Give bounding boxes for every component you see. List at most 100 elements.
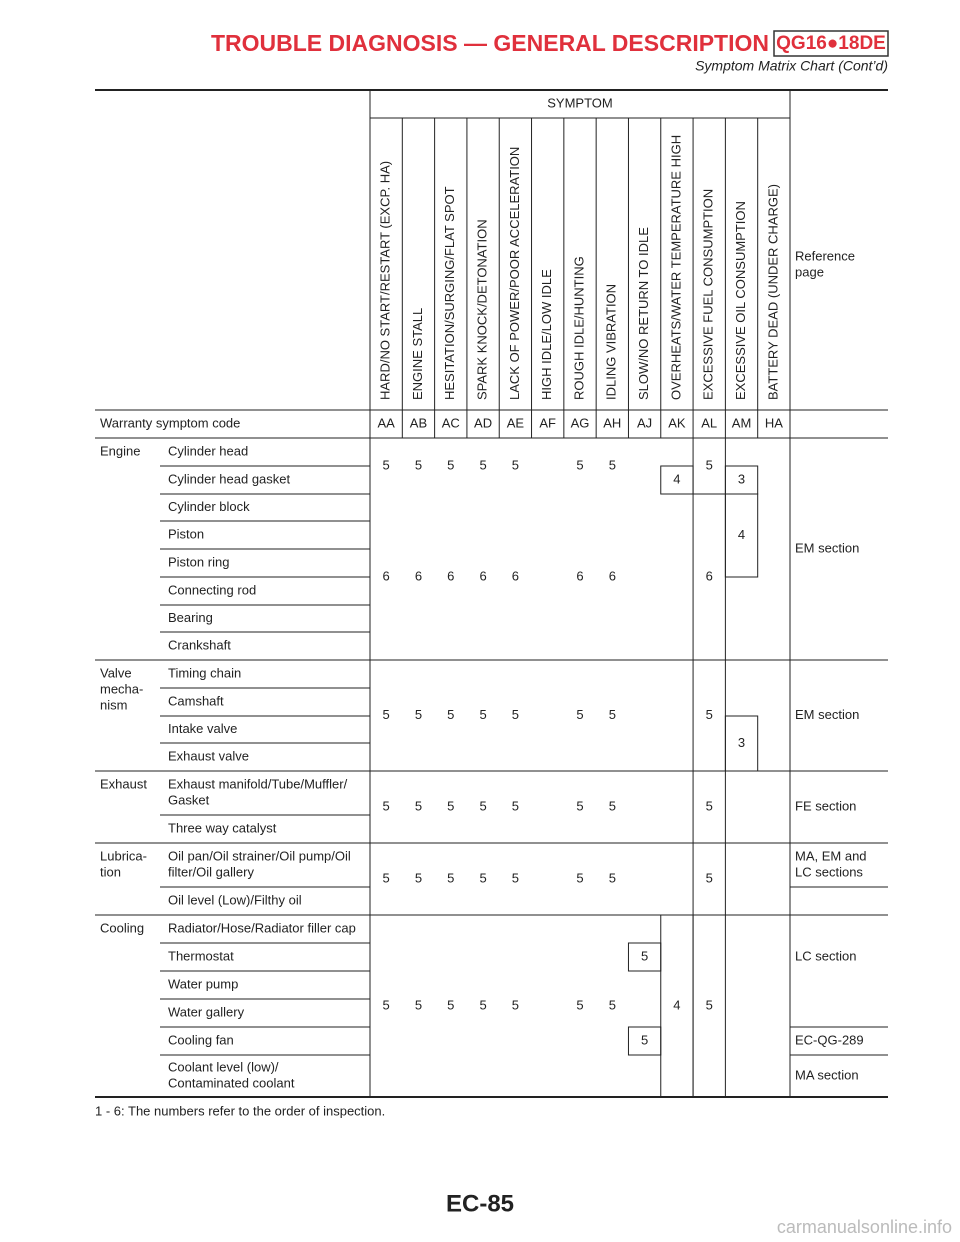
symptom-code: AD xyxy=(474,415,492,430)
cell xyxy=(660,465,694,495)
inspection-order: 5 xyxy=(447,707,454,722)
symptom-name: EXCESSIVE OIL CONSUMPTION xyxy=(733,201,748,400)
inspection-order: 3 xyxy=(738,735,745,750)
inspection-order: 5 xyxy=(609,457,616,472)
inspection-order: 4 xyxy=(673,997,680,1012)
subtitle: Symptom Matrix Chart (Cont’d) xyxy=(695,58,888,74)
inspection-order: 5 xyxy=(383,870,390,885)
badge-box xyxy=(773,30,889,57)
reference-heading: page xyxy=(795,264,824,279)
symptom-name: SLOW/NO RETURN TO IDLE xyxy=(636,227,651,400)
inspection-order: 5 xyxy=(706,798,713,813)
symptom-code: AB xyxy=(410,415,427,430)
inspection-order: 6 xyxy=(706,568,713,583)
inspection-order: 5 xyxy=(479,798,486,813)
symptom-code: AF xyxy=(539,415,556,430)
part-name: Water gallery xyxy=(168,1004,245,1019)
part-name: Cooling fan xyxy=(168,1032,234,1047)
inspection-order: 5 xyxy=(383,707,390,722)
part-name: Exhaust manifold/Tube/Muffler/ xyxy=(168,776,348,791)
symptom-name: SPARK KNOCK/DETONATION xyxy=(475,219,490,400)
part-name: Water pump xyxy=(168,976,238,991)
inspection-order: 5 xyxy=(447,997,454,1012)
inspection-order: 4 xyxy=(673,471,680,486)
inspection-order: 5 xyxy=(512,707,519,722)
symptom-code: AK xyxy=(668,415,686,430)
reference: MA, EM and xyxy=(795,848,867,863)
cell xyxy=(724,493,759,578)
group-name: Lubrica- xyxy=(100,848,147,863)
symptom-name: HIGH IDLE/LOW IDLE xyxy=(539,269,554,400)
part-name: Cylinder head xyxy=(168,443,248,458)
page-title: TROUBLE DIAGNOSIS — GENERAL DESCRIPTION xyxy=(211,30,769,56)
part-name: Coolant level (low)/ xyxy=(168,1059,279,1074)
inspection-order: 5 xyxy=(576,457,583,472)
symptom-name: HARD/NO START/RESTART (EXCP. HA) xyxy=(378,161,393,400)
inspection-order: 5 xyxy=(609,870,616,885)
inspection-order: 5 xyxy=(415,997,422,1012)
reference: EM section xyxy=(795,707,859,722)
symptom-code: HA xyxy=(765,415,783,430)
inspection-order: 5 xyxy=(447,870,454,885)
code-label: Warranty symptom code xyxy=(100,415,240,430)
reference: EM section xyxy=(795,540,859,555)
symptom-code: AG xyxy=(571,415,590,430)
inspection-order: 5 xyxy=(706,870,713,885)
part-name: Bearing xyxy=(168,610,213,625)
inspection-order: 5 xyxy=(512,457,519,472)
inspection-order: 5 xyxy=(706,457,713,472)
inspection-order: 6 xyxy=(479,568,486,583)
inspection-order: 5 xyxy=(576,870,583,885)
symptom-name: IDLING VIBRATION xyxy=(604,284,619,400)
inspection-order: 5 xyxy=(383,457,390,472)
part-name: Exhaust valve xyxy=(168,748,249,763)
inspection-order: 5 xyxy=(512,870,519,885)
part-name: Oil level (Low)/Filthy oil xyxy=(168,892,302,907)
cell xyxy=(724,715,759,772)
inspection-order: 5 xyxy=(576,707,583,722)
part-name: Three way catalyst xyxy=(168,820,277,835)
page-number: EC-85 xyxy=(446,1190,514,1217)
symptom-code: AH xyxy=(603,415,621,430)
cell xyxy=(692,914,726,1098)
inspection-order: 6 xyxy=(415,568,422,583)
symptom-code: AA xyxy=(377,415,395,430)
group-name: Exhaust xyxy=(100,776,147,791)
inspection-order: 5 xyxy=(415,870,422,885)
inspection-order: 6 xyxy=(383,568,390,583)
reference: MA section xyxy=(795,1067,859,1082)
note: 1 - 6: The numbers refer to the order of… xyxy=(95,1103,385,1118)
inspection-order: 5 xyxy=(641,1032,648,1047)
symptom-code: AE xyxy=(507,415,525,430)
reference: LC section xyxy=(795,948,856,963)
part-name: Contaminated coolant xyxy=(168,1075,295,1090)
inspection-order: 4 xyxy=(738,527,745,542)
inspection-order: 5 xyxy=(447,798,454,813)
inspection-order: 5 xyxy=(479,457,486,472)
inspection-order: 5 xyxy=(415,798,422,813)
symptom-name: EXCESSIVE FUEL CONSUMPTION xyxy=(701,189,716,400)
part-name: Radiator/Hose/Radiator filler cap xyxy=(168,920,356,935)
inspection-order: 6 xyxy=(512,568,519,583)
part-name: Cylinder head gasket xyxy=(168,471,291,486)
symptom-code: AC xyxy=(442,415,460,430)
reference-heading: Reference xyxy=(795,248,855,263)
inspection-order: 6 xyxy=(576,568,583,583)
symptom-name: HESITATION/SURGING/FLAT SPOT xyxy=(442,186,457,400)
symptom-name: ROUGH IDLE/HUNTING xyxy=(571,256,586,400)
inspection-order: 5 xyxy=(415,457,422,472)
group-name: tion xyxy=(100,864,121,879)
symptom-code: AJ xyxy=(637,415,652,430)
inspection-order: 5 xyxy=(479,707,486,722)
inspection-order: 3 xyxy=(738,471,745,486)
symptom-code: AM xyxy=(732,415,752,430)
inspection-order: 5 xyxy=(576,798,583,813)
part-name: Piston ring xyxy=(168,554,229,569)
part-name: Thermostat xyxy=(168,948,234,963)
reference: LC sections xyxy=(795,864,863,879)
inspection-order: 5 xyxy=(641,948,648,963)
inspection-order: 5 xyxy=(479,870,486,885)
watermark: carmanualsonline.info xyxy=(777,1217,952,1237)
part-name: Camshaft xyxy=(168,693,224,708)
